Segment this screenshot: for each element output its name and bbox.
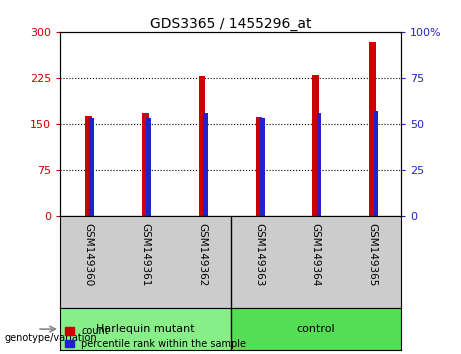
Bar [146, 118, 151, 216]
Bar [199, 76, 206, 216]
Bar [203, 113, 208, 216]
Text: control: control [296, 324, 335, 334]
Bar [260, 118, 265, 216]
Bar [374, 111, 378, 216]
Title: GDS3365 / 1455296_at: GDS3365 / 1455296_at [150, 17, 311, 31]
Text: GSM149362: GSM149362 [197, 223, 207, 286]
Bar [89, 118, 94, 216]
Legend: count, percentile rank within the sample: count, percentile rank within the sample [65, 326, 246, 349]
Bar [369, 42, 376, 216]
Text: GSM149361: GSM149361 [140, 223, 150, 286]
Bar [230, 308, 401, 350]
Text: GSM149364: GSM149364 [311, 223, 321, 286]
Text: genotype/variation: genotype/variation [5, 333, 97, 343]
Bar [255, 117, 262, 216]
Bar [317, 113, 321, 216]
Bar [85, 116, 92, 216]
Text: GSM149365: GSM149365 [367, 223, 378, 286]
Bar [313, 75, 319, 216]
Text: GSM149360: GSM149360 [83, 223, 94, 286]
Text: GSM149363: GSM149363 [254, 223, 264, 286]
Text: Harlequin mutant: Harlequin mutant [96, 324, 195, 334]
Bar [142, 113, 148, 216]
Bar [60, 308, 230, 350]
